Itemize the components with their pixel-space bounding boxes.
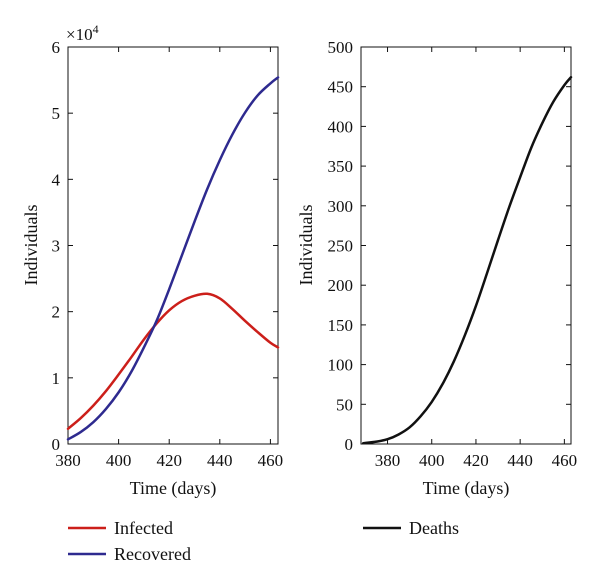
left-y-multiplier: ×104 <box>66 22 99 44</box>
x-tick-label: 380 <box>55 451 81 470</box>
x-tick-label: 440 <box>507 451 533 470</box>
y-tick-label: 300 <box>328 197 354 216</box>
right-x-axis-label: Time (days) <box>423 478 510 499</box>
x-tick-label: 420 <box>463 451 489 470</box>
right-series <box>361 75 573 445</box>
left-series <box>66 76 280 441</box>
right-plot-frame <box>360 46 572 445</box>
left-y-ticks: 0 1 2 3 4 5 6 <box>52 38 278 454</box>
y-tick-label: 350 <box>328 157 354 176</box>
y-tick-label: 450 <box>328 78 354 97</box>
series-line-infected <box>66 292 280 431</box>
y-tick-label: 3 <box>52 237 61 256</box>
x-tick-label: 460 <box>552 451 578 470</box>
y-tick-label: 0 <box>52 435 61 454</box>
legend-label-recovered: Recovered <box>114 544 191 564</box>
y-tick-label: 0 <box>345 435 354 454</box>
left-plot-frame <box>67 46 279 445</box>
legend: Infected Recovered Deaths <box>68 518 459 564</box>
x-tick-label: 400 <box>419 451 445 470</box>
right-x-ticks: 380 400 420 440 460 <box>375 47 577 470</box>
y-tick-label: 6 <box>52 38 61 57</box>
y-tick-label: 1 <box>52 369 61 388</box>
right-y-axis-label: Individuals <box>296 205 316 286</box>
y-tick-label: 5 <box>52 104 61 123</box>
y-tick-label: 200 <box>328 276 354 295</box>
y-tick-label: 500 <box>328 38 354 57</box>
series-line-deaths <box>361 75 573 445</box>
left-panel: 380 400 420 440 460 0 1 2 3 4 5 6 ×104 Time (days)… <box>21 22 283 499</box>
y-tick-label: 100 <box>328 356 354 375</box>
series-line-recovered <box>66 76 280 441</box>
y-tick-label: 150 <box>328 316 354 335</box>
y-tick-label: 2 <box>52 303 61 322</box>
y-tick-label: 4 <box>52 170 61 189</box>
x-tick-label: 440 <box>207 451 233 470</box>
right-panel: 380 400 420 440 460 0 50 100 150 200 250 300 350 400… <box>296 38 577 499</box>
x-tick-label: 420 <box>156 451 182 470</box>
x-tick-label: 380 <box>375 451 401 470</box>
y-tick-label: 250 <box>328 237 354 256</box>
x-tick-label: 460 <box>258 451 284 470</box>
x-tick-label: 400 <box>106 451 132 470</box>
y-tick-label: 400 <box>328 117 354 136</box>
y-tick-label: 50 <box>336 395 353 414</box>
right-y-ticks: 0 50 100 150 200 250 300 350 400 450 500 <box>328 38 571 454</box>
left-x-ticks: 380 400 420 440 460 <box>55 47 283 470</box>
legend-label-infected: Infected <box>114 518 173 538</box>
left-y-axis-label: Individuals <box>21 205 41 286</box>
left-x-axis-label: Time (days) <box>130 478 217 499</box>
legend-label-deaths: Deaths <box>409 518 459 538</box>
